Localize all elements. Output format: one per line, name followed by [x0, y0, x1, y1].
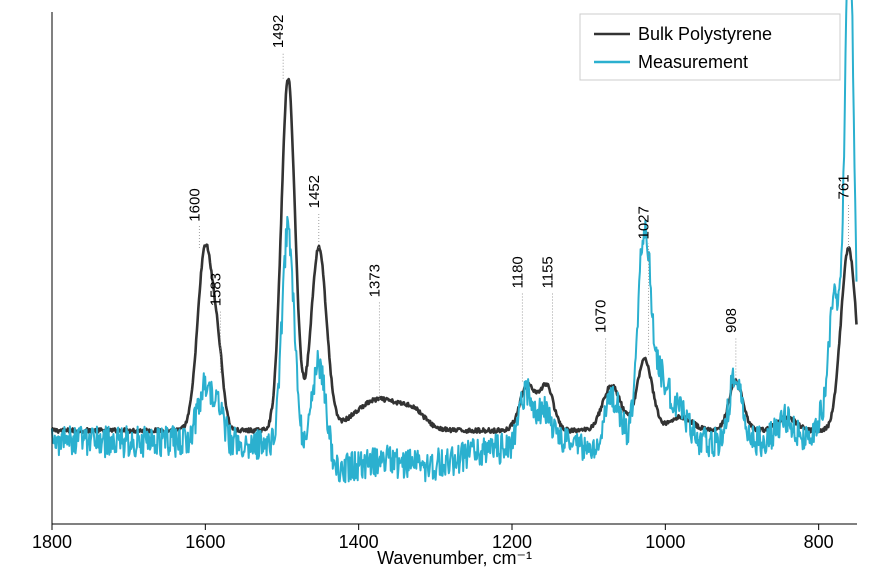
- x-tick-label: 1000: [645, 532, 685, 552]
- peak-label-1070: 1070: [593, 300, 610, 333]
- spectrum-chart: 18001600140012001000800Wavenumber, cm⁻¹1…: [0, 0, 871, 572]
- peak-label-1583: 1583: [207, 273, 224, 306]
- x-tick-label: 800: [804, 532, 834, 552]
- peak-label-1492: 1492: [270, 15, 287, 48]
- peak-label-908: 908: [723, 308, 740, 333]
- x-tick-label: 1400: [339, 532, 379, 552]
- x-axis-label: Wavenumber, cm⁻¹: [377, 548, 532, 568]
- peak-label-1155: 1155: [540, 256, 557, 288]
- chart-svg: 18001600140012001000800Wavenumber, cm⁻¹1…: [0, 0, 871, 572]
- peak-label-1027: 1027: [636, 206, 653, 239]
- legend-label: Bulk Polystyrene: [638, 24, 772, 44]
- x-tick-label: 1600: [185, 532, 225, 552]
- peak-label-1600: 1600: [186, 188, 203, 221]
- peak-label-1180: 1180: [509, 256, 526, 288]
- peak-label-1452: 1452: [306, 175, 323, 208]
- peak-label-1373: 1373: [366, 264, 383, 297]
- legend-label: Measurement: [638, 52, 748, 72]
- peak-label-761: 761: [836, 174, 853, 199]
- x-tick-label: 1800: [32, 532, 72, 552]
